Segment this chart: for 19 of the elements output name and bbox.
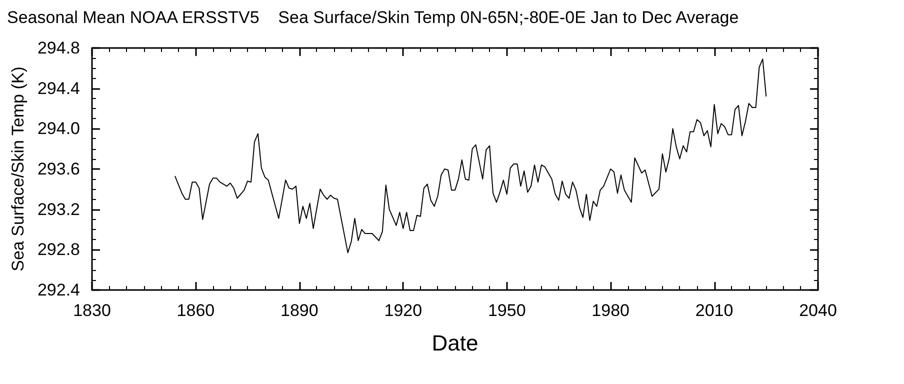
x-tick-label: 2040: [799, 301, 837, 320]
y-tick-label: 294.8: [37, 38, 80, 58]
x-tick-label: 1980: [592, 301, 630, 320]
y-tick-label: 293.6: [37, 160, 80, 178]
x-tick-label: 1950: [488, 301, 526, 320]
line-series: [174, 58, 767, 254]
y-axis-title: Sea Surface/Skin Temp (K): [8, 66, 28, 272]
x-tick-label: 1890: [280, 301, 318, 320]
x-tick-label: 1920: [384, 301, 422, 320]
y-tick-label: 293.2: [37, 200, 80, 219]
x-tick-label: 1830: [73, 301, 111, 320]
x-tick-label: 1860: [176, 301, 215, 320]
y-tick-label: 292.8: [37, 240, 80, 260]
y-tick-label: 294.0: [37, 119, 80, 138]
chart-title: Seasonal Mean NOAA ERSSTV5 Sea Surface/Skin Temp 0N-65N;-80E-0E Jan to Dec Average: [7, 8, 739, 27]
x-axis-title: Date: [432, 330, 478, 356]
y-tick-label: 294.4: [37, 78, 80, 98]
x-tick-label: 2010: [695, 301, 734, 320]
y-tick-label: 292.4: [37, 280, 80, 300]
